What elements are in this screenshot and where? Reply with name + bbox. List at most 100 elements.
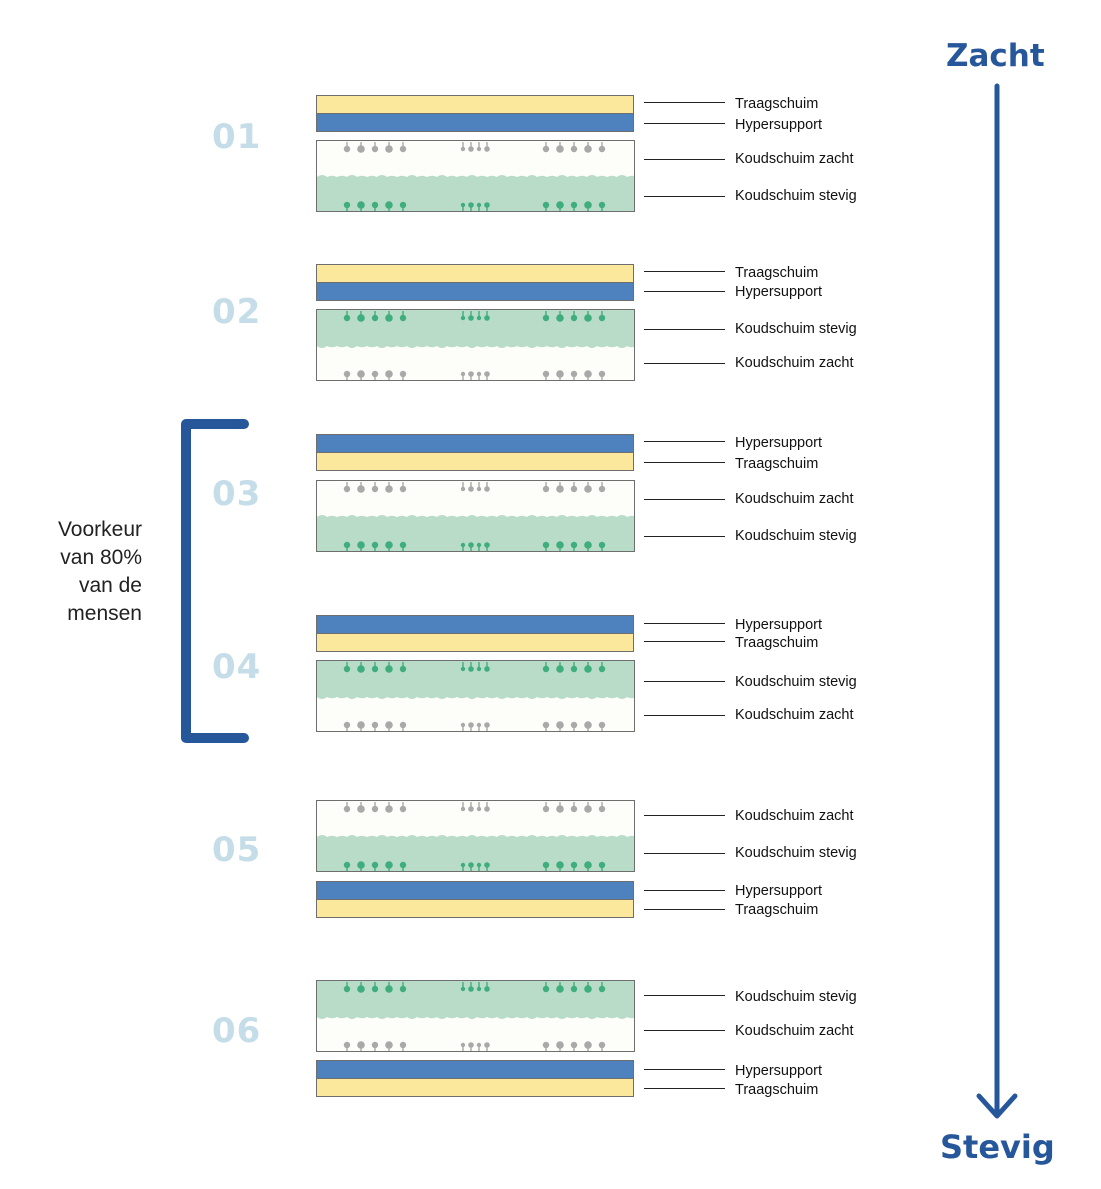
foam-pin-head — [598, 314, 606, 322]
foam-pin-head — [556, 1041, 564, 1049]
foam-pin-head — [476, 806, 482, 812]
label-line — [644, 1030, 725, 1031]
foam-pin-head — [542, 665, 550, 673]
foam-pin-head — [460, 722, 466, 728]
foam-pin-head — [542, 805, 550, 813]
foam-pin-head — [570, 485, 578, 493]
layer-label: Hypersupport — [735, 1063, 823, 1079]
foam-pin-head — [460, 666, 466, 672]
foam-pin-head — [385, 861, 393, 869]
foam-pin-head — [556, 541, 564, 549]
layer-label: Traagschuim — [735, 635, 819, 651]
preference-line-3: van de — [78, 574, 142, 597]
foam-pin-head — [584, 1041, 592, 1049]
layer-label: Koudschuim stevig — [735, 528, 857, 544]
layer-traagschuim — [316, 95, 634, 114]
foam-pin-head — [598, 1041, 606, 1049]
foam-pin-head — [343, 985, 351, 993]
foam-pin-head — [598, 985, 606, 993]
foam-pin-head — [399, 665, 407, 673]
foam-pin-head — [598, 541, 606, 549]
foam-pin-head — [570, 721, 578, 729]
foam-pin-head — [598, 665, 606, 673]
label-line — [644, 715, 725, 716]
foam-pin-head — [385, 1041, 393, 1049]
foam-pin-head — [570, 314, 578, 322]
foam-pin-head — [468, 1042, 474, 1048]
foam-pin-head — [570, 145, 578, 153]
foam-pin-head — [385, 314, 393, 322]
preference-line-4: mensen — [67, 602, 142, 625]
configuration-number: 06 — [212, 1011, 262, 1051]
foam-stevig-fill — [317, 981, 634, 1019]
foam-pin-head — [556, 985, 564, 993]
foam-block — [316, 309, 635, 381]
foam-pin-head — [399, 1041, 407, 1049]
foam-pin-head — [460, 315, 466, 321]
foam-pin-head — [399, 985, 407, 993]
layer-label: Koudschuim zacht — [735, 707, 854, 723]
configuration-number: 03 — [212, 474, 262, 514]
label-line — [644, 641, 725, 642]
foam-pin-head — [468, 722, 474, 728]
foam-pin-head — [584, 861, 592, 869]
layer-label: Koudschuim zacht — [735, 151, 854, 167]
label-line — [644, 196, 725, 197]
foam-pin-head — [584, 805, 592, 813]
layer-label: Hypersupport — [735, 117, 823, 133]
layer-hypersupport — [316, 282, 634, 301]
foam-pin-head — [542, 1041, 550, 1049]
foam-pin-head — [484, 862, 490, 868]
layer-traagschuim — [316, 452, 634, 471]
label-line — [644, 159, 725, 160]
foam-pin-head — [556, 805, 564, 813]
label-line — [644, 441, 725, 442]
foam-pin-head — [542, 541, 550, 549]
foam-pin-head — [484, 202, 490, 208]
layer-label: Koudschuim zacht — [735, 1023, 854, 1039]
foam-pin-head — [371, 665, 379, 673]
scale-bottom-label: Stevig — [940, 1128, 1055, 1166]
foam-pin-head — [385, 805, 393, 813]
foam-block — [316, 980, 635, 1052]
foam-stevig-fill — [317, 661, 634, 699]
label-line — [644, 995, 725, 996]
foam-block — [316, 140, 635, 212]
foam-pin-head — [468, 986, 474, 992]
foam-pin-head — [542, 145, 550, 153]
foam-pin-head — [584, 314, 592, 322]
foam-pin-head — [484, 146, 490, 152]
foam-pin-head — [584, 370, 592, 378]
label-line — [644, 890, 725, 891]
layer-label: Koudschuim stevig — [735, 845, 857, 861]
foam-pin-head — [476, 542, 482, 548]
layer-label: Hypersupport — [735, 435, 823, 451]
foam-pin-head — [399, 145, 407, 153]
label-line — [644, 291, 725, 292]
foam-pin-head — [476, 666, 482, 672]
label-line — [644, 271, 725, 272]
foam-pin-head — [584, 665, 592, 673]
foam-pin-head — [371, 721, 379, 729]
layer-label: Traagschuim — [735, 265, 819, 281]
layer-hypersupport — [316, 434, 634, 453]
foam-pin-head — [584, 721, 592, 729]
foam-pin-head — [476, 986, 482, 992]
foam-pin-head — [460, 542, 466, 548]
foam-pin-head — [357, 985, 365, 993]
configuration-number: 01 — [212, 117, 262, 157]
foam-pin-head — [542, 861, 550, 869]
foam-pin-head — [371, 485, 379, 493]
foam-pin-head — [476, 371, 482, 377]
foam-pin-head — [484, 486, 490, 492]
foam-pin-head — [371, 370, 379, 378]
foam-pin-head — [484, 986, 490, 992]
foam-pin-head — [542, 485, 550, 493]
foam-pin-head — [556, 314, 564, 322]
layer-label: Hypersupport — [735, 883, 823, 899]
foam-pin-head — [385, 985, 393, 993]
layer-hypersupport — [316, 1060, 634, 1079]
foam-pin-head — [460, 486, 466, 492]
foam-pin-head — [476, 1042, 482, 1048]
foam-pin-head — [598, 145, 606, 153]
